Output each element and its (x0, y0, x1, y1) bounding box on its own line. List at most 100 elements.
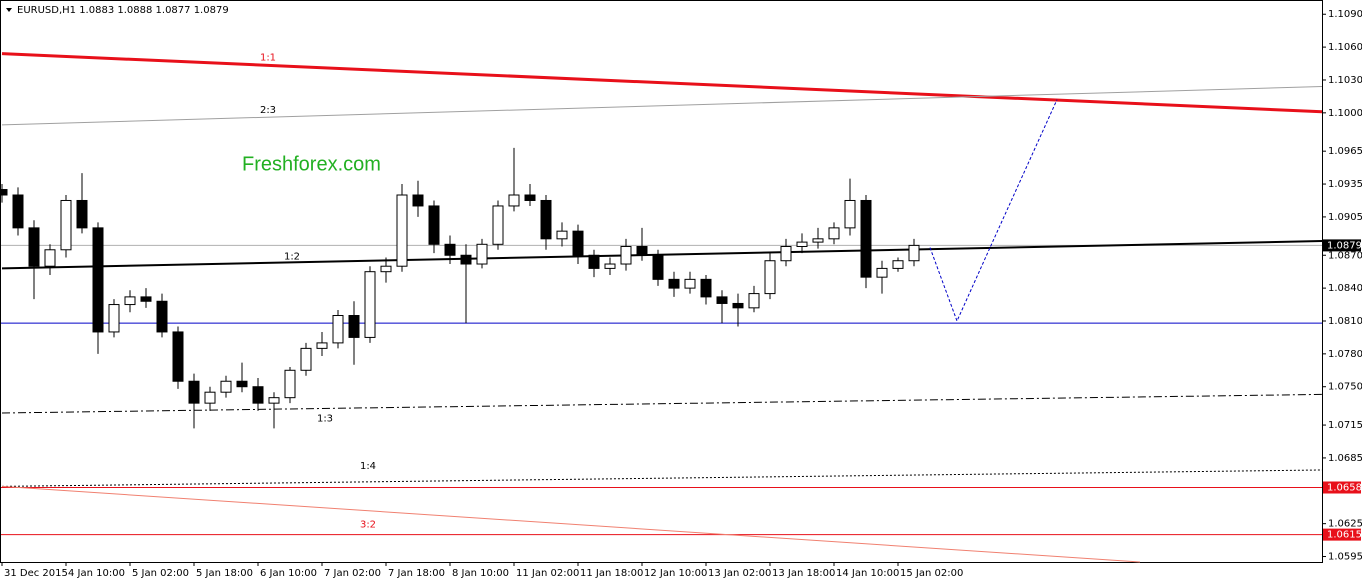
price-tag (1323, 239, 1361, 252)
candle-body (636, 245, 648, 256)
x-tick-label: 14 Jan 10:00 (836, 568, 899, 579)
x-tick-label: 15 Jan 02:00 (900, 568, 963, 579)
y-tick-label: 1.0780 (1328, 349, 1362, 360)
candle-body (860, 199, 872, 278)
trendline (1, 485, 1141, 563)
y-tick-label: 1.0905 (1328, 212, 1362, 223)
y-tick-label: 1.0715 (1328, 420, 1362, 431)
x-tick-label: 11 Jan 18:00 (580, 568, 643, 579)
candle-body (364, 271, 376, 338)
trendline-label: 3:2 (360, 520, 376, 531)
x-tick-label: 13 Jan 18:00 (772, 568, 835, 579)
candle-body (76, 199, 88, 229)
candle-body (844, 199, 856, 229)
candle-body (652, 254, 664, 280)
x-tick-label: 5 Jan 18:00 (196, 568, 253, 579)
trendline-label: 1:2 (284, 251, 300, 262)
trendline (1, 469, 1323, 487)
x-tick-label: 5 Jan 02:00 (132, 568, 189, 579)
candle-body (412, 194, 424, 207)
y-tick-label: 1.0870 (1328, 250, 1362, 261)
y-tick-label: 1.1000 (1328, 108, 1362, 119)
candle-body (892, 260, 904, 269)
price-tag-label: 1.0658 (1327, 483, 1362, 494)
candle-body (220, 380, 232, 393)
candle-body (0, 189, 8, 196)
y-tick-label: 1.0965 (1328, 146, 1362, 157)
y-tick-label: 1.0935 (1328, 179, 1362, 190)
candle-body (396, 194, 408, 267)
forecast-line (929, 99, 1058, 323)
candle-body (508, 194, 520, 207)
candle-body (428, 205, 440, 245)
candle-body (140, 296, 152, 302)
candle-body (700, 278, 712, 298)
candle-body (604, 263, 616, 269)
candle-body (796, 241, 808, 247)
x-tick-label: 6 Jan 10:00 (260, 568, 317, 579)
candle-body (188, 380, 200, 404)
menu-arrow (6, 8, 12, 12)
trendline (1, 393, 1323, 414)
price-tag-label: 1.0879 (1327, 240, 1362, 251)
x-tick-label: 4 Jan 10:00 (68, 568, 125, 579)
trendline-label: 1:1 (260, 52, 276, 63)
candle-body (492, 205, 504, 245)
candle-body (316, 342, 328, 349)
price-tag (1323, 528, 1361, 541)
candle-body (460, 254, 472, 265)
trendline (1, 240, 1323, 270)
candle-body (732, 302, 744, 309)
plot-frame (0, 0, 1323, 563)
candle-body (540, 199, 552, 240)
candle-body (764, 260, 776, 295)
candle-body (156, 300, 168, 333)
x-tick-label: 13 Jan 02:00 (708, 568, 771, 579)
candle-body (572, 230, 584, 256)
candle-body (348, 315, 360, 338)
x-tick-label: 31 Dec 2015 (4, 568, 68, 579)
candle-body (748, 293, 760, 309)
price-tag (1323, 481, 1361, 494)
candle-body (12, 194, 24, 229)
watermark: Freshforex.com (242, 153, 381, 175)
candle-body (44, 249, 56, 267)
candle-body (108, 304, 120, 333)
candle-body (236, 380, 248, 388)
candle-body (828, 227, 840, 240)
y-tick-label: 1.0810 (1328, 316, 1362, 327)
price-tag-label: 1.0615 (1327, 530, 1362, 541)
candle-body (252, 386, 264, 404)
candle-body (268, 397, 280, 404)
candle-body (780, 245, 792, 262)
candle-body (684, 278, 696, 289)
candle-body (588, 254, 600, 269)
candle-body (908, 244, 920, 262)
candle-body (620, 245, 632, 265)
candle-body (92, 227, 104, 333)
candle-body (668, 278, 680, 289)
y-tick-label: 1.1090 (1328, 9, 1362, 20)
candle-body (812, 238, 824, 243)
trendline (1, 86, 1323, 126)
candle-body (716, 296, 728, 304)
candle-body (332, 315, 344, 344)
candle-body (204, 391, 216, 404)
trendline-label: 1:4 (360, 461, 376, 472)
candle-body (172, 331, 184, 382)
y-tick-label: 1.1030 (1328, 75, 1362, 86)
candle-body (444, 243, 456, 256)
trendline-label: 2:3 (260, 105, 276, 116)
candle-body (380, 265, 392, 273)
trendline (1, 52, 1323, 114)
candle-body (300, 347, 312, 371)
y-tick-label: 1.0625 (1328, 519, 1362, 530)
candle-body (124, 296, 136, 306)
candle-body (284, 369, 296, 399)
x-tick-label: 8 Jan 10:00 (452, 568, 509, 579)
candle-body (60, 199, 72, 251)
y-tick-label: 1.0685 (1328, 453, 1362, 464)
candle-body (476, 243, 488, 265)
x-tick-label: 7 Jan 18:00 (388, 568, 445, 579)
